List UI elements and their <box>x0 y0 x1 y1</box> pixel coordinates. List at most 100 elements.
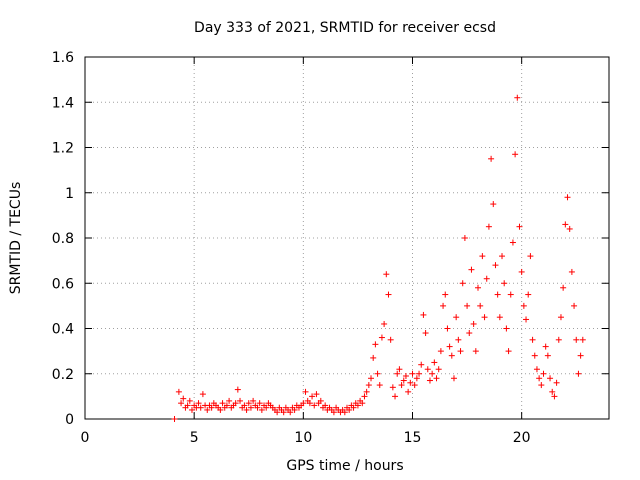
data-point <box>475 284 481 291</box>
data-point <box>394 370 401 377</box>
data-point <box>426 377 433 384</box>
data-point <box>219 400 226 407</box>
data-point <box>365 382 372 389</box>
data-point <box>461 235 468 241</box>
data-point <box>245 400 252 407</box>
data-point <box>184 402 191 409</box>
data-point <box>516 223 523 230</box>
data-point <box>217 406 224 413</box>
data-point <box>575 370 582 377</box>
data-point <box>256 400 263 407</box>
data-point <box>413 375 420 382</box>
y-tick-label: 0.6 <box>52 276 74 292</box>
data-point <box>547 375 554 382</box>
y-tick-label: 0.2 <box>52 367 74 383</box>
data-point <box>250 397 257 404</box>
data-point <box>223 402 230 409</box>
data-point <box>503 325 510 332</box>
data-point <box>512 151 519 158</box>
data-point <box>402 373 409 380</box>
data-point <box>280 409 287 416</box>
x-tick-label: 20 <box>513 430 531 446</box>
data-point <box>306 400 313 407</box>
data-point <box>540 370 547 377</box>
data-point <box>483 275 490 282</box>
data-point <box>381 320 388 327</box>
data-point <box>243 406 250 413</box>
data-point <box>488 155 495 162</box>
data-point <box>363 388 370 395</box>
data-point <box>376 382 383 389</box>
data-point <box>385 291 392 298</box>
x-tick-label: 15 <box>404 430 422 446</box>
data-point <box>407 379 414 386</box>
data-point <box>226 397 233 404</box>
data-point <box>579 336 586 343</box>
data-point <box>542 343 549 350</box>
data-point <box>420 311 427 318</box>
data-point <box>311 402 318 409</box>
data-point <box>400 377 407 384</box>
data-point <box>466 330 473 337</box>
data-point <box>258 406 265 413</box>
data-point <box>459 280 466 287</box>
data-point <box>529 336 536 343</box>
data-point <box>527 253 534 260</box>
data-point <box>411 382 418 389</box>
data-point <box>175 388 182 395</box>
data-point <box>392 393 399 400</box>
data-point <box>507 291 514 298</box>
data-point <box>455 336 462 343</box>
data-point <box>533 366 540 373</box>
data-point <box>387 336 394 343</box>
data-point <box>560 284 567 291</box>
data-point <box>416 370 423 377</box>
y-tick-label: 1.4 <box>52 95 74 111</box>
data-point <box>188 406 195 413</box>
data-point <box>525 291 532 298</box>
y-axis-label: SRMTID / TECUs <box>8 182 24 295</box>
data-point <box>538 382 545 389</box>
data-point <box>490 201 497 208</box>
data-point <box>437 348 444 355</box>
data-point <box>197 404 204 411</box>
data-point <box>566 225 573 232</box>
data-point <box>536 375 543 382</box>
y-tick-label: 0.4 <box>52 322 74 338</box>
y-tick-label: 0 <box>65 412 74 428</box>
data-point <box>431 359 438 366</box>
data-point <box>368 375 375 382</box>
data-point <box>444 325 451 332</box>
data-point <box>370 354 377 361</box>
data-point <box>372 341 379 348</box>
data-point <box>472 348 479 355</box>
data-point <box>313 391 320 398</box>
data-point <box>505 348 512 355</box>
plot-frame <box>84 56 610 420</box>
data-point <box>457 348 464 355</box>
data-point <box>418 361 425 368</box>
chart-title: Day 333 of 2021, SRMTID for receiver ecs… <box>194 20 496 36</box>
y-tick-label: 1 <box>65 186 74 202</box>
data-point <box>383 271 390 278</box>
data-point <box>254 404 261 411</box>
data-point <box>544 352 551 359</box>
data-point <box>435 366 442 373</box>
data-point <box>361 393 368 400</box>
data-point <box>330 409 337 416</box>
data-point <box>481 314 488 321</box>
data-point <box>374 370 381 377</box>
data-point <box>186 397 193 404</box>
data-point <box>309 393 316 400</box>
data-point <box>263 404 270 411</box>
data-point <box>509 239 516 246</box>
data-point <box>199 391 206 398</box>
data-point <box>422 330 429 337</box>
data-point <box>479 253 486 260</box>
data-point <box>448 352 455 359</box>
data-point <box>520 302 527 309</box>
data-point <box>232 400 239 407</box>
data-point <box>178 400 185 407</box>
data-point <box>317 397 324 404</box>
